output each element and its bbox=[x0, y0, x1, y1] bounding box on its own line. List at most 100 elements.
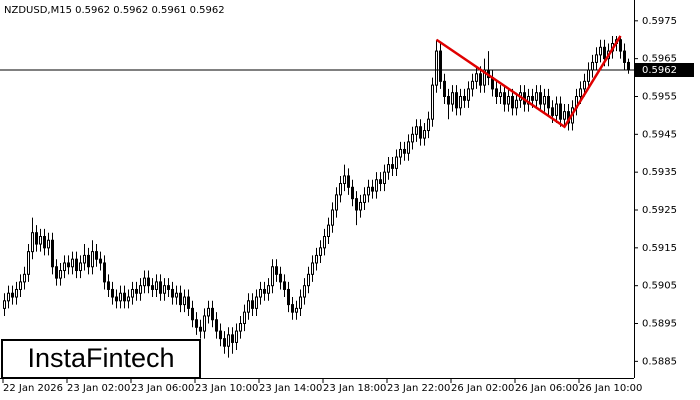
candle-body bbox=[91, 251, 94, 268]
candle-body bbox=[227, 334, 230, 347]
candle-body bbox=[55, 266, 58, 279]
candle-body bbox=[335, 194, 338, 211]
candle-body bbox=[7, 292, 10, 302]
candle-body bbox=[267, 285, 270, 294]
candle-body bbox=[395, 156, 398, 169]
candle-body bbox=[419, 126, 422, 139]
candle-body bbox=[183, 296, 186, 306]
candle-body bbox=[459, 95, 462, 109]
candle-body bbox=[47, 239, 50, 249]
x-tick-label: 23 Jan 02:00 bbox=[67, 383, 130, 394]
y-tick-label: 0.5915 bbox=[642, 243, 677, 254]
candle-body bbox=[283, 281, 286, 290]
candle-body bbox=[115, 296, 118, 302]
candle-body bbox=[123, 292, 126, 302]
candle-body bbox=[515, 99, 518, 109]
candle-body bbox=[319, 247, 322, 256]
candle-body bbox=[311, 262, 314, 275]
candle-body bbox=[163, 285, 166, 294]
candle-body bbox=[287, 288, 290, 306]
candle-body bbox=[423, 130, 426, 139]
candle-body bbox=[479, 73, 482, 86]
x-tick-label: 23 Jan 10:00 bbox=[195, 383, 258, 394]
pattern-line bbox=[435, 35, 622, 129]
candle-body bbox=[135, 288, 138, 294]
candle-body bbox=[299, 296, 302, 309]
candle-body bbox=[251, 300, 254, 309]
candle-body bbox=[259, 288, 262, 298]
candle-body bbox=[171, 288, 174, 298]
candle-body bbox=[411, 133, 414, 143]
candle-body bbox=[347, 175, 350, 188]
candle-body bbox=[87, 254, 90, 268]
x-tick-label: 26 Jan 10:00 bbox=[579, 383, 642, 394]
candle-body bbox=[383, 171, 386, 185]
candle-body bbox=[139, 285, 142, 294]
candle-body bbox=[323, 235, 326, 249]
candle-body bbox=[175, 292, 178, 298]
candle-body bbox=[331, 209, 334, 226]
candle-body bbox=[399, 148, 402, 158]
candle-body bbox=[531, 95, 534, 101]
x-tick-label: 26 Jan 02:00 bbox=[451, 383, 514, 394]
candle-body bbox=[447, 95, 450, 105]
candle-body bbox=[427, 118, 430, 132]
candle-body bbox=[219, 330, 222, 340]
candle-body bbox=[211, 307, 214, 321]
candle-body bbox=[35, 232, 38, 245]
candle-body bbox=[595, 54, 598, 63]
candle-body bbox=[507, 95, 510, 105]
candle-body bbox=[11, 292, 14, 298]
candle-body bbox=[391, 164, 394, 169]
candle-body bbox=[363, 194, 366, 203]
candle-body bbox=[599, 46, 602, 56]
y-tick-label: 0.5965 bbox=[642, 54, 677, 65]
candle-body bbox=[255, 296, 258, 309]
candle-body bbox=[551, 107, 554, 116]
candle-body bbox=[559, 103, 562, 120]
candle-body bbox=[415, 126, 418, 135]
candle-body bbox=[295, 307, 298, 313]
candle-body bbox=[343, 175, 346, 185]
last-price-label: 0.5962 bbox=[642, 65, 677, 76]
candle-body bbox=[407, 141, 410, 154]
candle-body bbox=[623, 50, 626, 63]
candle-body bbox=[435, 50, 438, 86]
y-tick-label: 0.5945 bbox=[642, 129, 677, 140]
candle-body bbox=[307, 273, 310, 287]
candle-body bbox=[27, 251, 30, 275]
candle-body bbox=[463, 95, 466, 101]
candle-body bbox=[83, 254, 86, 264]
candle-body bbox=[51, 239, 54, 268]
candle-body bbox=[199, 326, 202, 332]
candle-body bbox=[79, 262, 82, 272]
candle-body bbox=[179, 292, 182, 306]
candle-body bbox=[159, 281, 162, 294]
candle-body bbox=[23, 273, 26, 283]
candle-body bbox=[151, 285, 154, 290]
candle-body bbox=[547, 95, 550, 109]
candle-body bbox=[543, 95, 546, 105]
candle-body bbox=[455, 92, 458, 109]
candle-body bbox=[19, 281, 22, 290]
candle-body bbox=[203, 315, 206, 332]
candle-body bbox=[439, 50, 442, 82]
candle-body bbox=[143, 277, 146, 287]
candle-body bbox=[563, 111, 566, 120]
candle-body bbox=[103, 262, 106, 283]
candle-body bbox=[215, 319, 218, 332]
candle-body bbox=[15, 288, 18, 298]
candle-body bbox=[99, 258, 102, 264]
candle-body bbox=[75, 258, 78, 272]
candle-body bbox=[71, 258, 74, 268]
candle-body bbox=[235, 330, 238, 343]
candle-body bbox=[59, 270, 62, 279]
candle-body bbox=[495, 88, 498, 97]
candle-body bbox=[327, 224, 330, 237]
y-tick-label: 0.5895 bbox=[642, 319, 677, 330]
x-tick-label: 23 Jan 18:00 bbox=[323, 383, 386, 394]
x-tick-label: 23 Jan 22:00 bbox=[387, 383, 450, 394]
candle-body bbox=[535, 92, 538, 101]
